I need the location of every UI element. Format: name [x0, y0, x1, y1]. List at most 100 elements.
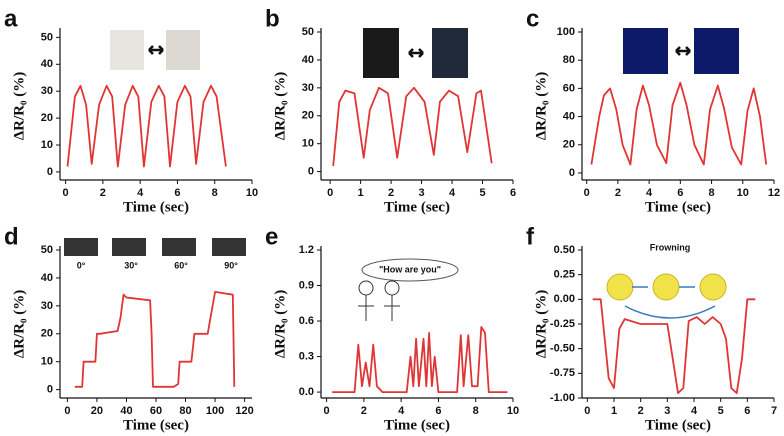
x-tick-label: 6: [744, 405, 750, 417]
annotation: 0°: [77, 260, 86, 270]
panel: e ΔR/R₀ (%) Time (sec) 0.0 0.3 0.6 0.9 1.2 0 2 4 6 8…: [265, 223, 519, 433]
y-tick-label: 20: [563, 139, 575, 151]
panel: c ΔR/R₀ (%) Time (sec) 0 20 40 60 80 100 0 2 4 6 8 10 1…: [526, 5, 780, 215]
inset-photo: [162, 238, 196, 256]
panel-letter: c: [526, 5, 539, 32]
data-line: [66, 84, 227, 168]
x-tick-label: 2: [638, 405, 644, 417]
inset-photo: [432, 28, 468, 78]
annotation: 30°: [124, 260, 138, 270]
x-tick-label: 12: [768, 187, 780, 199]
x-tick-label: 4: [398, 405, 405, 417]
y-tick-label: 0.25: [554, 269, 575, 281]
y-tick-label: -0.50: [550, 343, 575, 355]
y-tick-label: 0.00: [554, 293, 575, 305]
person-body: [358, 295, 400, 321]
y-axis-label: ΔR/R₀ (%): [272, 72, 288, 140]
x-tick-label: 100: [206, 405, 224, 417]
x-axis-label: Time (sec): [123, 199, 189, 215]
x-axis-label: Time (sec): [123, 417, 189, 433]
panel-letter: d: [4, 223, 19, 250]
data-line: [74, 291, 236, 388]
y-axis-label: ΔR/R₀ (%): [11, 290, 27, 358]
x-tick-label: 5: [718, 405, 724, 417]
x-tick-label: 5: [479, 187, 485, 199]
x-tick-label: 10: [737, 187, 749, 199]
face-icon: [606, 273, 634, 301]
y-tick-label: 50: [41, 31, 53, 43]
inset-photo: [623, 28, 668, 74]
x-tick-label: 4: [449, 187, 456, 199]
y-tick-label: 10: [302, 138, 314, 150]
data-line: [592, 298, 756, 394]
panel-letter: a: [4, 5, 18, 32]
y-axis-label: ΔR/R₀ (%): [533, 72, 549, 140]
x-tick-label: 8: [473, 405, 479, 417]
double-arrow: [675, 46, 691, 56]
y-tick-label: 0.50: [554, 244, 575, 256]
data-line: [332, 326, 508, 393]
person-head: [384, 280, 400, 296]
x-tick-label: 3: [664, 405, 670, 417]
x-tick-label: 6: [174, 187, 180, 199]
double-arrow: [408, 48, 424, 58]
x-axis-label: Time (sec): [645, 417, 711, 433]
y-tick-label: 60: [563, 82, 575, 94]
x-tick-label: 4: [137, 187, 144, 199]
y-tick-label: 50: [302, 26, 314, 38]
x-tick-label: 4: [646, 187, 653, 199]
annotation: 90°: [224, 260, 238, 270]
y-tick-label: -1.00: [550, 392, 575, 404]
x-tick-label: 3: [419, 187, 425, 199]
y-tick-label: 40: [563, 110, 575, 122]
x-tick-label: 0: [324, 405, 330, 417]
x-tick-label: 80: [179, 405, 191, 417]
x-tick-label: 1: [358, 187, 364, 199]
x-tick-label: 6: [435, 405, 441, 417]
double-arrow: [148, 45, 164, 55]
y-tick-label: 20: [302, 110, 314, 122]
y-tick-label: 20: [41, 112, 53, 124]
y-axis-label: ΔR/R₀ (%): [272, 290, 288, 358]
x-axis-label: Time (sec): [384, 417, 450, 433]
panel: b ΔR/R₀ (%) Time (sec) 0 10 20 30 40 50 0 1 2 3 4 5 6: [265, 5, 516, 215]
y-tick-label: 100: [557, 26, 575, 38]
y-tick-label: 0.0: [299, 386, 314, 398]
x-tick-label: 2: [388, 187, 394, 199]
y-tick-label: 40: [302, 54, 314, 66]
flow-arrow: [624, 286, 716, 319]
x-tick-label: 8: [212, 187, 218, 199]
x-tick-label: 10: [507, 405, 519, 417]
inset-photo: [166, 30, 200, 70]
x-tick-label: 40: [120, 405, 132, 417]
inset-photo: [64, 238, 98, 256]
annotation: "How are you": [379, 264, 441, 274]
data-line: [332, 86, 493, 167]
inset-photo: [212, 238, 246, 256]
x-tick-label: 2: [615, 187, 621, 199]
x-tick-label: 20: [91, 405, 103, 417]
y-tick-label: 10: [41, 139, 53, 151]
x-tick-label: 10: [246, 187, 258, 199]
panel-letter: f: [526, 223, 535, 250]
speech-bubble: [361, 258, 459, 282]
y-axis-label: ΔR/R₀ (%): [533, 290, 549, 358]
x-tick-label: 0: [584, 405, 590, 417]
y-tick-label: 40: [41, 58, 53, 70]
x-tick-label: 2: [100, 187, 106, 199]
y-tick-label: 10: [41, 356, 53, 368]
y-tick-label: 40: [41, 272, 53, 284]
x-tick-label: 4: [691, 405, 698, 417]
inset-photo: [694, 28, 739, 74]
x-tick-label: 120: [235, 405, 253, 417]
y-tick-label: 0: [47, 384, 53, 396]
x-tick-label: 0: [327, 187, 333, 199]
y-axis-label: ΔR/R₀ (%): [11, 72, 27, 140]
x-tick-label: 8: [708, 187, 714, 199]
x-tick-label: 0: [584, 187, 590, 199]
y-tick-label: -0.25: [550, 318, 575, 330]
y-tick-label: 1.2: [299, 244, 314, 256]
inset-photo: [112, 238, 146, 256]
panel-letter: e: [265, 223, 278, 250]
